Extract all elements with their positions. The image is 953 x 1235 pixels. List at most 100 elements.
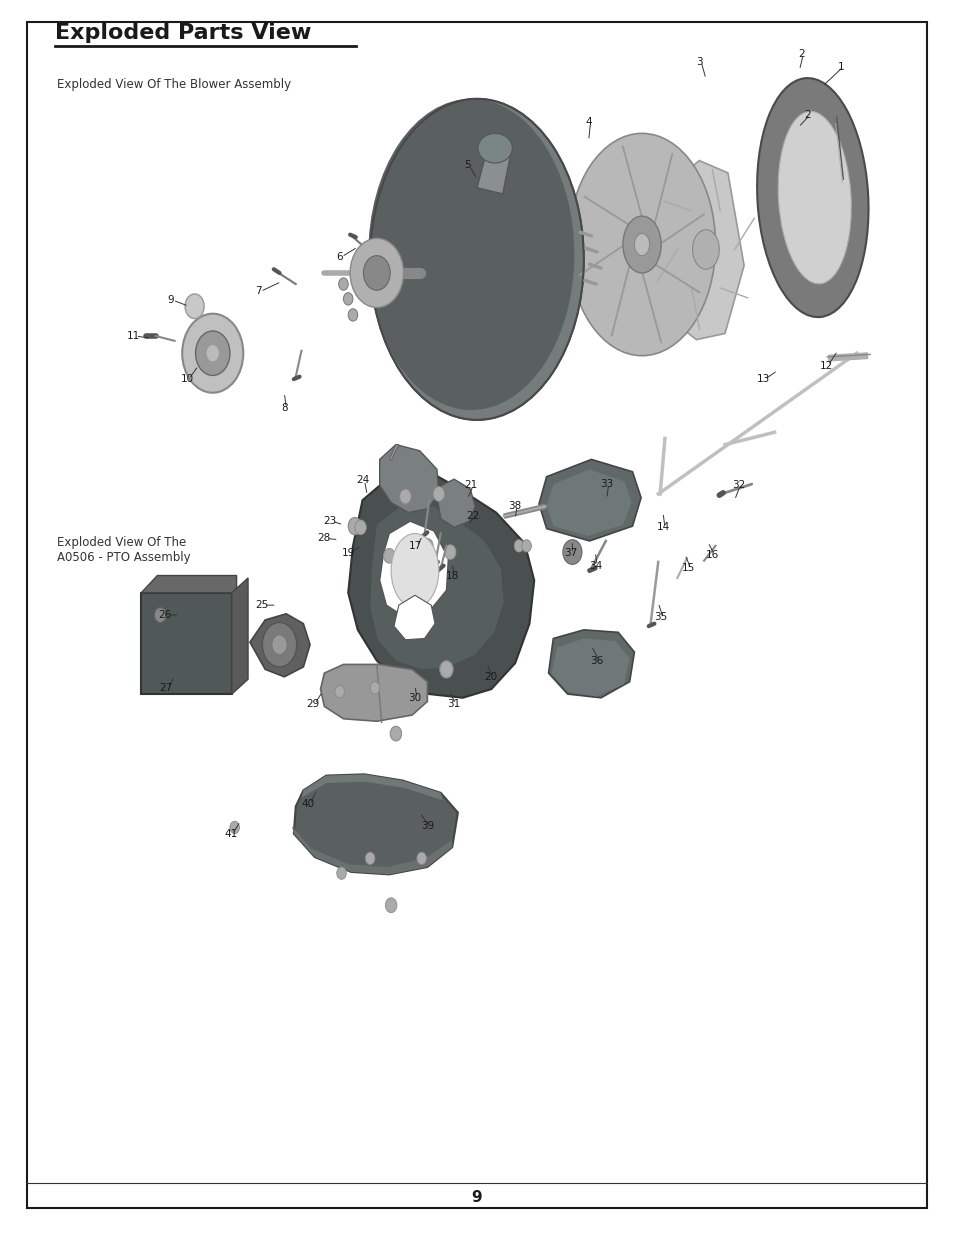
Text: 9: 9 (471, 1191, 482, 1205)
Text: 24: 24 (355, 475, 369, 485)
Polygon shape (292, 826, 452, 874)
Text: 16: 16 (705, 550, 719, 559)
Ellipse shape (348, 309, 357, 321)
Bar (141, 593, 232, 694)
Polygon shape (437, 479, 475, 527)
Ellipse shape (272, 635, 287, 655)
Ellipse shape (692, 230, 719, 269)
Text: 3: 3 (696, 57, 701, 67)
Ellipse shape (421, 538, 433, 553)
Ellipse shape (433, 487, 444, 501)
Polygon shape (379, 521, 448, 618)
Ellipse shape (514, 540, 523, 552)
Text: 20: 20 (484, 672, 497, 682)
Text: 40: 40 (301, 799, 314, 809)
Text: 6: 6 (336, 252, 342, 262)
Text: 25: 25 (255, 600, 269, 610)
Polygon shape (546, 469, 631, 536)
Text: 34: 34 (588, 561, 601, 571)
Ellipse shape (206, 345, 219, 362)
Polygon shape (476, 144, 511, 194)
Text: 35: 35 (654, 613, 667, 622)
Polygon shape (538, 459, 640, 541)
Ellipse shape (368, 99, 574, 410)
Polygon shape (394, 595, 435, 640)
Text: Exploded View Of The Blower Assembly: Exploded View Of The Blower Assembly (57, 78, 291, 91)
Text: 13: 13 (756, 374, 769, 384)
Ellipse shape (185, 294, 204, 319)
Ellipse shape (444, 545, 456, 559)
Text: 7: 7 (255, 287, 261, 296)
Polygon shape (551, 638, 629, 697)
Text: 36: 36 (590, 656, 603, 666)
Polygon shape (662, 161, 743, 340)
Ellipse shape (262, 622, 296, 667)
Ellipse shape (521, 540, 531, 552)
Ellipse shape (363, 256, 390, 290)
Ellipse shape (355, 520, 366, 535)
Ellipse shape (182, 314, 243, 393)
Ellipse shape (391, 534, 438, 608)
Text: Exploded Parts View: Exploded Parts View (55, 23, 312, 43)
Text: 12: 12 (819, 361, 832, 370)
Text: 17: 17 (408, 541, 421, 551)
Text: 9: 9 (168, 295, 173, 305)
Text: 1: 1 (838, 62, 843, 72)
Text: 39: 39 (420, 821, 434, 831)
Ellipse shape (477, 133, 512, 163)
Polygon shape (389, 445, 398, 461)
Polygon shape (301, 774, 442, 800)
Ellipse shape (336, 867, 346, 879)
Text: 2: 2 (804, 110, 810, 120)
Text: 31: 31 (447, 699, 460, 709)
Text: 15: 15 (681, 563, 695, 573)
Ellipse shape (343, 293, 353, 305)
Ellipse shape (634, 233, 649, 256)
Ellipse shape (365, 852, 375, 864)
Ellipse shape (230, 821, 239, 834)
Ellipse shape (416, 852, 426, 864)
Ellipse shape (370, 682, 379, 694)
Text: 5: 5 (464, 161, 470, 170)
Ellipse shape (335, 685, 344, 698)
Text: 19: 19 (341, 548, 355, 558)
Text: 23: 23 (323, 516, 336, 526)
Text: 33: 33 (599, 479, 613, 489)
Ellipse shape (348, 517, 361, 535)
Polygon shape (294, 774, 457, 874)
Polygon shape (232, 578, 248, 694)
Polygon shape (250, 614, 310, 677)
Text: Exploded View Of The
A0506 - PTO Assembly: Exploded View Of The A0506 - PTO Assembl… (57, 536, 191, 564)
Polygon shape (548, 630, 634, 698)
Text: 2: 2 (798, 49, 803, 59)
Text: 30: 30 (408, 693, 421, 703)
Text: 27: 27 (159, 683, 172, 693)
Ellipse shape (622, 216, 660, 273)
Ellipse shape (778, 111, 850, 284)
Polygon shape (379, 445, 438, 513)
Ellipse shape (338, 278, 348, 290)
Ellipse shape (370, 99, 583, 420)
Text: 22: 22 (466, 511, 479, 521)
Text: 32: 32 (731, 480, 744, 490)
Text: 14: 14 (656, 522, 669, 532)
Ellipse shape (385, 898, 396, 913)
Ellipse shape (439, 661, 453, 678)
Ellipse shape (757, 78, 867, 317)
Text: 26: 26 (158, 610, 172, 620)
Ellipse shape (390, 726, 401, 741)
Text: 28: 28 (317, 534, 331, 543)
Text: 18: 18 (445, 571, 458, 580)
Polygon shape (141, 576, 236, 593)
Ellipse shape (562, 540, 581, 564)
Ellipse shape (568, 133, 715, 356)
Ellipse shape (383, 548, 395, 563)
Ellipse shape (154, 608, 166, 622)
Polygon shape (370, 506, 503, 669)
Text: 29: 29 (306, 699, 319, 709)
Ellipse shape (350, 238, 403, 308)
Text: 10: 10 (180, 374, 193, 384)
Ellipse shape (195, 331, 230, 375)
Text: 38: 38 (508, 501, 521, 511)
Ellipse shape (399, 489, 411, 504)
